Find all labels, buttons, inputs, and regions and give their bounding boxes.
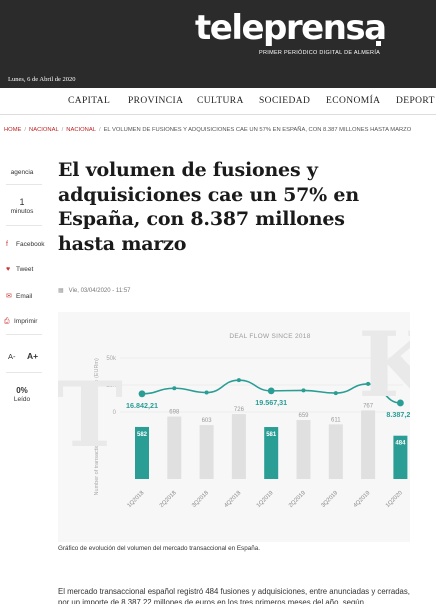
site-logo[interactable]: teleprensa <box>195 8 387 48</box>
line-point <box>301 388 306 393</box>
nav-item-deportes[interactable]: DEPORT <box>396 96 435 106</box>
y-axis-label-bottom: Number of transactions <box>94 438 100 495</box>
highlight-point <box>138 390 146 398</box>
y-axis-label-top: Total value (EURm) <box>94 358 100 406</box>
chart-figure: T K DEAL FLOW SINCE 2018 50k 25k 0 Total val… <box>58 312 410 542</box>
chart-title: DEAL FLOW SINCE 2018 <box>229 333 310 340</box>
share-facebook-button[interactable]: f Facebook <box>6 241 45 248</box>
nav-item-sociedad[interactable]: SOCIEDAD <box>259 96 311 106</box>
y-tick-label: 25k <box>106 383 117 389</box>
bar-value-label: 581 <box>266 432 277 438</box>
figure-caption: Gráfico de evolución del volumen del mer… <box>58 545 260 552</box>
bar-4Q2018 <box>231 414 246 479</box>
x-tick-label: 3Q2018 <box>191 490 210 509</box>
bar-2Q2018 <box>167 416 182 479</box>
watermark-letter-k: K <box>358 312 410 418</box>
current-date: Lunes, 6 de Abril de 2020 <box>8 76 76 83</box>
print-button[interactable]: ⎙ Imprimir <box>4 318 38 325</box>
x-tick-label: 4Q2018 <box>223 490 242 509</box>
bar-3Q2019 <box>328 424 343 479</box>
share-twitter-button[interactable]: ♥ Tweet <box>6 266 34 273</box>
x-tick-label: 1Q2019 <box>256 490 275 509</box>
bar-value-label: 726 <box>234 407 245 413</box>
bar-value-label: 484 <box>395 441 406 447</box>
breadcrumb-nacional-2[interactable]: NACIONAL <box>66 127 96 133</box>
x-tick-label: 2Q2019 <box>288 490 307 509</box>
bar-value-label: 582 <box>137 432 148 438</box>
bar-value-label: 767 <box>363 403 374 409</box>
bar-value-label: 698 <box>169 410 180 416</box>
facebook-icon: f <box>6 241 8 248</box>
line-point <box>333 391 338 396</box>
bar-1Q2019 <box>264 427 279 479</box>
x-tick-label: 1Q2020 <box>385 490 404 509</box>
value-label: 16.842,21 <box>126 401 158 410</box>
nav-item-cultura[interactable]: CULTURA <box>197 96 244 106</box>
value-label: 19.567,31 <box>255 398 287 407</box>
logo-dot <box>376 41 381 46</box>
divider <box>6 334 42 335</box>
bar-value-label: 611 <box>331 417 341 423</box>
bar-1Q2020 <box>393 435 408 479</box>
x-tick-label: 1Q2018 <box>127 490 146 509</box>
line-point <box>204 390 209 395</box>
bar-value-label: 603 <box>202 418 213 424</box>
highlight-point <box>267 387 275 395</box>
nav-item-capital[interactable]: CAPITAL <box>68 96 111 106</box>
breadcrumb: HOME / NACIONAL / NACIONAL / EL VOLUMEN DE FUS… <box>4 127 412 133</box>
value-label: 8.387,22 <box>386 410 410 419</box>
line-point <box>366 381 371 386</box>
x-tick-label: 3Q2019 <box>320 490 339 509</box>
breadcrumb-current: EL VOLUMEN DE FUSIONES Y ADQUISICIONES C… <box>103 127 412 133</box>
divider <box>6 184 42 185</box>
y-tick-label: 0 <box>113 410 117 416</box>
site-tagline: PRIMER PERIÓDICO DIGITAL DE ALMERÍA <box>259 50 381 56</box>
source-label: agencia <box>10 169 34 176</box>
deal-flow-chart: DEAL FLOW SINCE 2018 50k 25k 0 Total value (… <box>94 333 410 509</box>
breadcrumb-home[interactable]: HOME <box>4 127 22 133</box>
article-meta: ▦ Vie, 03/04/2020 - 11:57 <box>58 287 131 294</box>
line-point <box>172 386 177 391</box>
read-label: Leído <box>13 396 31 403</box>
email-icon: ✉ <box>6 293 12 300</box>
x-tick-label: 2Q2018 <box>159 490 178 509</box>
highlight-point <box>397 399 404 407</box>
bar-2Q2019 <box>296 420 311 479</box>
bar-3Q2018 <box>199 425 214 479</box>
divider <box>6 225 42 226</box>
print-icon: ⎙ <box>4 318 10 325</box>
masthead: teleprensa PRIMER PERIÓDICO DIGITAL DE A… <box>0 0 436 88</box>
article-body: El mercado transaccional español registr… <box>58 587 410 604</box>
nav-item-provincia[interactable]: PROVINCIA <box>128 96 184 106</box>
nav-item-economia[interactable]: ECONOMÍA <box>326 96 381 106</box>
breadcrumb-nacional[interactable]: NACIONAL <box>29 127 59 133</box>
twitter-icon: ♥ <box>6 266 11 273</box>
read-minutes-unit: minutos <box>10 208 34 215</box>
share-email-button[interactable]: ✉ Email <box>6 293 33 300</box>
font-larger-button[interactable]: A+ <box>27 351 39 361</box>
read-percent: 0% <box>16 386 28 395</box>
bar-4Q2019 <box>361 410 376 479</box>
read-minutes: 1 <box>19 197 25 207</box>
bar-1Q2018 <box>135 426 149 479</box>
x-tick-label: 4Q2019 <box>353 490 372 509</box>
article-title: El volumen de fusiones y adquisiciones c… <box>58 159 359 255</box>
y-tick-label: 50k <box>106 356 117 362</box>
line-point <box>236 378 241 383</box>
calendar-icon: ▦ <box>58 288 64 294</box>
font-smaller-button[interactable]: A- <box>8 352 16 361</box>
article-datetime: Vie, 03/04/2020 - 11:57 <box>68 288 131 294</box>
bar-value-label: 659 <box>298 413 309 419</box>
divider <box>6 372 42 373</box>
watermark-letter-t: T <box>58 362 123 468</box>
main-nav: CAPITAL PROVINCIA CULTURA SOCIEDAD ECONO… <box>0 88 436 115</box>
